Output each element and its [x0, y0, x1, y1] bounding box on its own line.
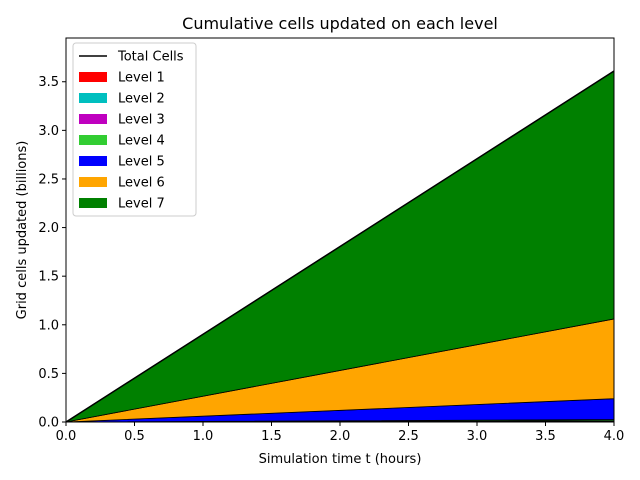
- x-axis-label: Simulation time t (hours): [259, 452, 422, 467]
- y-tick-label: 3.5: [38, 75, 59, 90]
- legend-swatch-level-5: [79, 156, 107, 166]
- legend-label: Level 5: [118, 155, 165, 170]
- x-tick-label: 2.5: [398, 429, 419, 444]
- legend-label: Level 3: [118, 113, 165, 128]
- legend-label: Level 6: [118, 176, 165, 191]
- x-tick-label: 2.0: [330, 429, 351, 444]
- y-tick-label: 0.5: [38, 367, 59, 382]
- y-tick-label: 2.0: [38, 221, 59, 236]
- x-tick-label: 4.0: [604, 429, 625, 444]
- legend-swatch-level-2: [79, 93, 107, 103]
- chart-title: Cumulative cells updated on each level: [182, 14, 498, 33]
- x-tick-label: 3.0: [467, 429, 488, 444]
- legend-box: [72, 42, 197, 217]
- y-tick-label: 1.5: [38, 270, 59, 285]
- y-tick-label: 0.0: [38, 416, 59, 431]
- legend-swatch-level-1: [79, 72, 107, 82]
- legend-swatch-level-7: [79, 198, 107, 208]
- legend-label: Level 7: [118, 197, 165, 212]
- x-ticks: 0.0 0.5 1.0 1.5 2.0 2.5 3.0 3.5 4.0: [56, 422, 625, 444]
- x-tick-label: 1.0: [193, 429, 214, 444]
- y-tick-label: 2.5: [38, 172, 59, 187]
- x-tick-label: 0.0: [56, 429, 77, 444]
- legend: Total Cells Level 1 Level 2 Level 3 Level 4 L…: [72, 42, 197, 217]
- x-tick-label: 0.5: [124, 429, 145, 444]
- legend-label: Level 2: [118, 92, 165, 107]
- legend-swatch-level-6: [79, 177, 107, 187]
- total-cells-line: [65, 70, 615, 423]
- legend-swatch-level-3: [79, 114, 107, 124]
- legend-label: Total Cells: [117, 50, 184, 65]
- x-tick-label: 3.5: [535, 429, 556, 444]
- x-tick-label: 1.5: [261, 429, 282, 444]
- legend-swatch-level-4: [79, 135, 107, 145]
- y-tick-label: 3.0: [38, 124, 59, 139]
- total-line-group: [65, 70, 615, 423]
- legend-label: Level 4: [118, 134, 165, 149]
- y-tick-label: 1.0: [38, 318, 59, 333]
- y-axis-label: Grid cells updated (billions): [15, 141, 30, 320]
- legend-label: Level 1: [118, 71, 165, 86]
- y-ticks: 0.0 0.5 1.0 1.5 2.0 2.5 3.0 3.5: [38, 75, 66, 431]
